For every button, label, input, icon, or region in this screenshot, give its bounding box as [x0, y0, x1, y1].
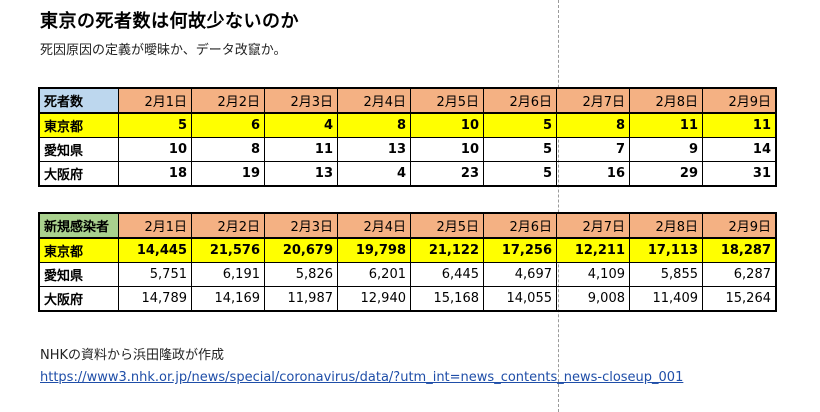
value-cell[interactable]: 8 [556, 112, 630, 138]
row-label-cell[interactable]: 愛知県 [38, 262, 119, 287]
table-row: 大阪府 18 19 13 4 23 5 16 29 31 [38, 161, 777, 187]
value-cell[interactable]: 11 [629, 112, 703, 138]
table-row: 愛知県 10 8 11 13 10 5 7 9 14 [38, 137, 777, 162]
value-cell[interactable]: 5,826 [264, 262, 338, 287]
value-cell[interactable]: 18 [118, 161, 192, 187]
value-cell[interactable]: 4 [264, 112, 338, 138]
infections-header-row: 新規感染者 2月1日 2月2日 2月3日 2月4日 2月5日 2月6日 2月7日… [38, 212, 777, 239]
row-label-cell[interactable]: 東京都 [38, 237, 119, 263]
value-cell[interactable]: 11 [264, 137, 338, 162]
value-cell[interactable]: 8 [337, 112, 411, 138]
value-cell[interactable]: 9,008 [556, 286, 630, 312]
value-cell[interactable]: 6,287 [702, 262, 777, 287]
value-cell[interactable]: 6 [191, 112, 265, 138]
date-header-cell[interactable]: 2月4日 [337, 212, 411, 239]
value-cell[interactable]: 5 [483, 137, 557, 162]
deaths-header-cell[interactable]: 死者数 [38, 87, 119, 114]
date-header-cell[interactable]: 2月9日 [702, 212, 777, 239]
date-header-cell[interactable]: 2月3日 [264, 212, 338, 239]
table-row: 愛知県 5,751 6,191 5,826 6,201 6,445 4,697 … [38, 262, 777, 287]
value-cell[interactable]: 14,169 [191, 286, 265, 312]
value-cell[interactable]: 17,256 [483, 237, 557, 263]
value-cell[interactable]: 10 [410, 112, 484, 138]
value-cell[interactable]: 15,264 [702, 286, 777, 312]
value-cell[interactable]: 10 [118, 137, 192, 162]
date-header-cell[interactable]: 2月8日 [629, 212, 703, 239]
value-cell[interactable]: 4 [337, 161, 411, 187]
row-label-cell[interactable]: 大阪府 [38, 161, 119, 187]
value-cell[interactable]: 19,798 [337, 237, 411, 263]
value-cell[interactable]: 4,697 [483, 262, 557, 287]
row-label-cell[interactable]: 愛知県 [38, 137, 119, 162]
value-cell[interactable]: 10 [410, 137, 484, 162]
value-cell[interactable]: 14 [702, 137, 777, 162]
value-cell[interactable]: 5 [483, 161, 557, 187]
value-cell[interactable]: 21,122 [410, 237, 484, 263]
value-cell[interactable]: 11 [702, 112, 777, 138]
value-cell[interactable]: 8 [191, 137, 265, 162]
value-cell[interactable]: 23 [410, 161, 484, 187]
date-header-cell[interactable]: 2月3日 [264, 87, 338, 114]
value-cell[interactable]: 13 [337, 137, 411, 162]
date-header-cell[interactable]: 2月5日 [410, 87, 484, 114]
value-cell[interactable]: 6,201 [337, 262, 411, 287]
value-cell[interactable]: 5 [483, 112, 557, 138]
table-row: 大阪府 14,789 14,169 11,987 12,940 15,168 1… [38, 286, 777, 312]
value-cell[interactable]: 15,168 [410, 286, 484, 312]
value-cell[interactable]: 9 [629, 137, 703, 162]
row-label-cell[interactable]: 大阪府 [38, 286, 119, 312]
value-cell[interactable]: 5 [118, 112, 192, 138]
page-break-line [558, 0, 559, 412]
value-cell[interactable]: 31 [702, 161, 777, 187]
value-cell[interactable]: 16 [556, 161, 630, 187]
source-link[interactable]: https://www3.nhk.or.jp/news/special/coro… [40, 370, 684, 385]
value-cell[interactable]: 21,576 [191, 237, 265, 263]
infections-table: 新規感染者 2月1日 2月2日 2月3日 2月4日 2月5日 2月6日 2月7日… [38, 212, 777, 312]
value-cell[interactable]: 12,211 [556, 237, 630, 263]
source-note: NHKの資料から浜田隆政が作成 [40, 348, 225, 363]
date-header-cell[interactable]: 2月2日 [191, 87, 265, 114]
deaths-table: 死者数 2月1日 2月2日 2月3日 2月4日 2月5日 2月6日 2月7日 2… [38, 87, 777, 187]
value-cell[interactable]: 13 [264, 161, 338, 187]
date-header-cell[interactable]: 2月7日 [556, 87, 630, 114]
value-cell[interactable]: 6,445 [410, 262, 484, 287]
value-cell[interactable]: 29 [629, 161, 703, 187]
row-label-cell[interactable]: 東京都 [38, 112, 119, 138]
value-cell[interactable]: 19 [191, 161, 265, 187]
table-row: 東京都 14,445 21,576 20,679 19,798 21,122 1… [38, 237, 777, 263]
infections-header-cell[interactable]: 新規感染者 [38, 212, 119, 239]
value-cell[interactable]: 7 [556, 137, 630, 162]
date-header-cell[interactable]: 2月2日 [191, 212, 265, 239]
date-header-cell[interactable]: 2月4日 [337, 87, 411, 114]
table-row: 東京都 5 6 4 8 10 5 8 11 11 [38, 112, 777, 138]
value-cell[interactable]: 14,789 [118, 286, 192, 312]
value-cell[interactable]: 5,855 [629, 262, 703, 287]
value-cell[interactable]: 11,987 [264, 286, 338, 312]
date-header-cell[interactable]: 2月9日 [702, 87, 777, 114]
date-header-cell[interactable]: 2月7日 [556, 212, 630, 239]
value-cell[interactable]: 12,940 [337, 286, 411, 312]
date-header-cell[interactable]: 2月6日 [483, 212, 557, 239]
deaths-header-row: 死者数 2月1日 2月2日 2月3日 2月4日 2月5日 2月6日 2月7日 2… [38, 87, 777, 114]
value-cell[interactable]: 14,445 [118, 237, 192, 263]
value-cell[interactable]: 6,191 [191, 262, 265, 287]
page-title: 東京の死者数は何故少ないのか [40, 11, 299, 32]
date-header-cell[interactable]: 2月1日 [118, 87, 192, 114]
date-header-cell[interactable]: 2月1日 [118, 212, 192, 239]
value-cell[interactable]: 5,751 [118, 262, 192, 287]
date-header-cell[interactable]: 2月8日 [629, 87, 703, 114]
date-header-cell[interactable]: 2月6日 [483, 87, 557, 114]
value-cell[interactable]: 4,109 [556, 262, 630, 287]
page-subtitle: 死因原因の定義が曖昧か、データ改竄か。 [40, 43, 287, 58]
value-cell[interactable]: 11,409 [629, 286, 703, 312]
value-cell[interactable]: 14,055 [483, 286, 557, 312]
date-header-cell[interactable]: 2月5日 [410, 212, 484, 239]
value-cell[interactable]: 17,113 [629, 237, 703, 263]
value-cell[interactable]: 18,287 [702, 237, 777, 263]
value-cell[interactable]: 20,679 [264, 237, 338, 263]
